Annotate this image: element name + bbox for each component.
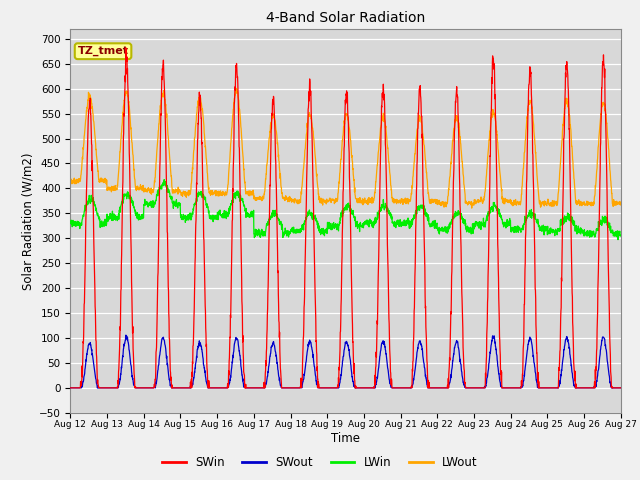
SWin xyxy=(584,385,591,391)
LWin xyxy=(67,219,74,225)
LWout xyxy=(232,85,239,91)
SWout xyxy=(584,385,591,391)
Y-axis label: Solar Radiation (W/m2): Solar Radiation (W/m2) xyxy=(22,152,35,289)
SWin xyxy=(374,321,381,327)
LWout xyxy=(362,199,369,204)
SWout xyxy=(362,385,369,391)
Legend: SWin, SWout, LWin, LWout: SWin, SWout, LWin, LWout xyxy=(157,452,483,474)
SWin xyxy=(568,290,576,296)
LWout xyxy=(568,152,576,158)
LWin xyxy=(161,177,168,182)
Line: LWout: LWout xyxy=(70,88,621,208)
Line: LWin: LWin xyxy=(70,180,621,240)
LWout xyxy=(584,201,591,206)
SWin xyxy=(67,385,74,391)
SWout xyxy=(67,385,74,391)
SWin xyxy=(362,385,369,391)
SWout xyxy=(122,332,130,338)
X-axis label: Time: Time xyxy=(331,432,360,445)
SWout xyxy=(374,375,381,381)
SWin xyxy=(122,45,130,51)
LWout xyxy=(220,192,228,197)
LWin xyxy=(614,237,622,242)
LWin xyxy=(362,218,369,224)
SWout xyxy=(617,385,625,391)
LWin xyxy=(568,220,576,226)
LWin xyxy=(374,209,381,215)
SWout xyxy=(568,370,576,376)
LWin xyxy=(220,209,228,215)
SWin xyxy=(506,385,513,391)
LWout xyxy=(506,200,513,205)
Line: SWout: SWout xyxy=(70,335,621,388)
Title: 4-Band Solar Radiation: 4-Band Solar Radiation xyxy=(266,11,425,25)
Text: TZ_tmet: TZ_tmet xyxy=(77,46,129,56)
LWout xyxy=(67,178,74,184)
LWout xyxy=(374,162,381,168)
LWin xyxy=(506,222,513,228)
SWin xyxy=(617,385,625,391)
Line: SWin: SWin xyxy=(70,48,621,388)
LWin xyxy=(617,232,625,238)
SWin xyxy=(220,385,228,391)
LWout xyxy=(468,205,476,211)
LWin xyxy=(584,231,591,237)
SWout xyxy=(506,385,513,391)
LWout xyxy=(617,202,625,208)
SWout xyxy=(220,385,228,391)
